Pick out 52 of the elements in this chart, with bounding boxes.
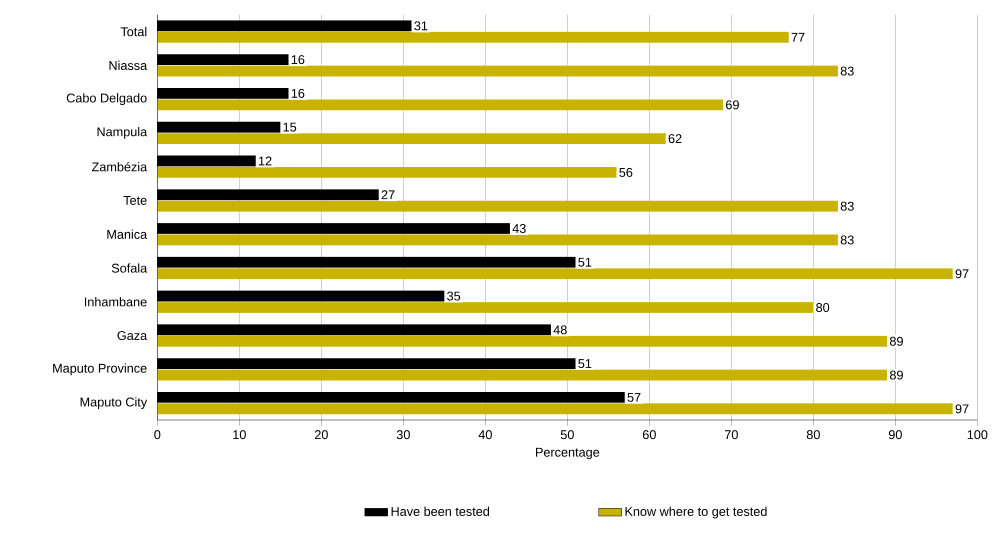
data-label: 80 xyxy=(816,302,830,312)
data-label: 31 xyxy=(414,21,428,30)
data-label: 35 xyxy=(447,291,460,300)
y-tick-label: Tete xyxy=(124,196,147,205)
data-label: 56 xyxy=(619,168,632,177)
y-tick-label: Niassa xyxy=(109,60,148,70)
y-tick-label: Zambézia xyxy=(92,162,148,172)
y-tick-label: Manica xyxy=(107,229,148,239)
x-tick-label: 40 xyxy=(478,430,492,439)
data-label: 43 xyxy=(512,224,526,233)
data-label: 16 xyxy=(292,54,304,64)
y-tick-label: Total xyxy=(120,26,146,36)
data-label: 51 xyxy=(578,359,592,368)
y-tick-label: Maputo City xyxy=(80,397,148,409)
data-label: 51 xyxy=(578,258,592,267)
x-tick-label: 60 xyxy=(642,430,656,439)
bar xyxy=(157,302,814,313)
y-tick-label: Gaza xyxy=(118,330,148,340)
data-label: 27 xyxy=(382,190,394,199)
x-tick-label: 30 xyxy=(396,430,410,439)
y-tick-label: Cabo Delgado xyxy=(66,93,147,105)
data-label: 83 xyxy=(840,66,854,76)
x-tick-label: 0 xyxy=(154,430,160,439)
x-tick-label: 20 xyxy=(314,430,328,439)
data-label: 97 xyxy=(956,269,968,278)
data-label: 16 xyxy=(292,88,304,98)
bar xyxy=(157,166,617,178)
data-label: 12 xyxy=(258,156,272,166)
data-label: 77 xyxy=(792,32,804,42)
data-label: 97 xyxy=(956,404,968,414)
x-tick-label: 90 xyxy=(888,430,902,439)
data-label: 89 xyxy=(890,336,903,346)
x-tick-label: 10 xyxy=(233,430,246,439)
x-tick-label: 80 xyxy=(806,430,820,439)
y-tick-label: Maputo Province xyxy=(53,363,147,376)
data-label: 83 xyxy=(840,235,854,244)
y-tick-label: Inhambane xyxy=(84,296,147,306)
data-label: 62 xyxy=(668,134,682,143)
y-tick-label: Sofala xyxy=(112,263,148,272)
data-label: 83 xyxy=(840,202,854,211)
x-axis-title: Percentage xyxy=(536,448,600,460)
x-tick-label: 50 xyxy=(560,430,574,439)
data-label: 89 xyxy=(890,370,903,380)
x-tick-label: 100 xyxy=(968,430,988,439)
data-label: 15 xyxy=(284,122,296,132)
data-label: 57 xyxy=(628,392,640,402)
legend-label: Have been tested xyxy=(392,506,490,516)
x-tick-label: 70 xyxy=(724,430,738,439)
y-tick-label: Nampula xyxy=(98,126,148,139)
legend-label: Know where to get tested xyxy=(626,506,767,518)
data-label: 48 xyxy=(553,325,567,334)
data-label: 69 xyxy=(726,100,739,110)
